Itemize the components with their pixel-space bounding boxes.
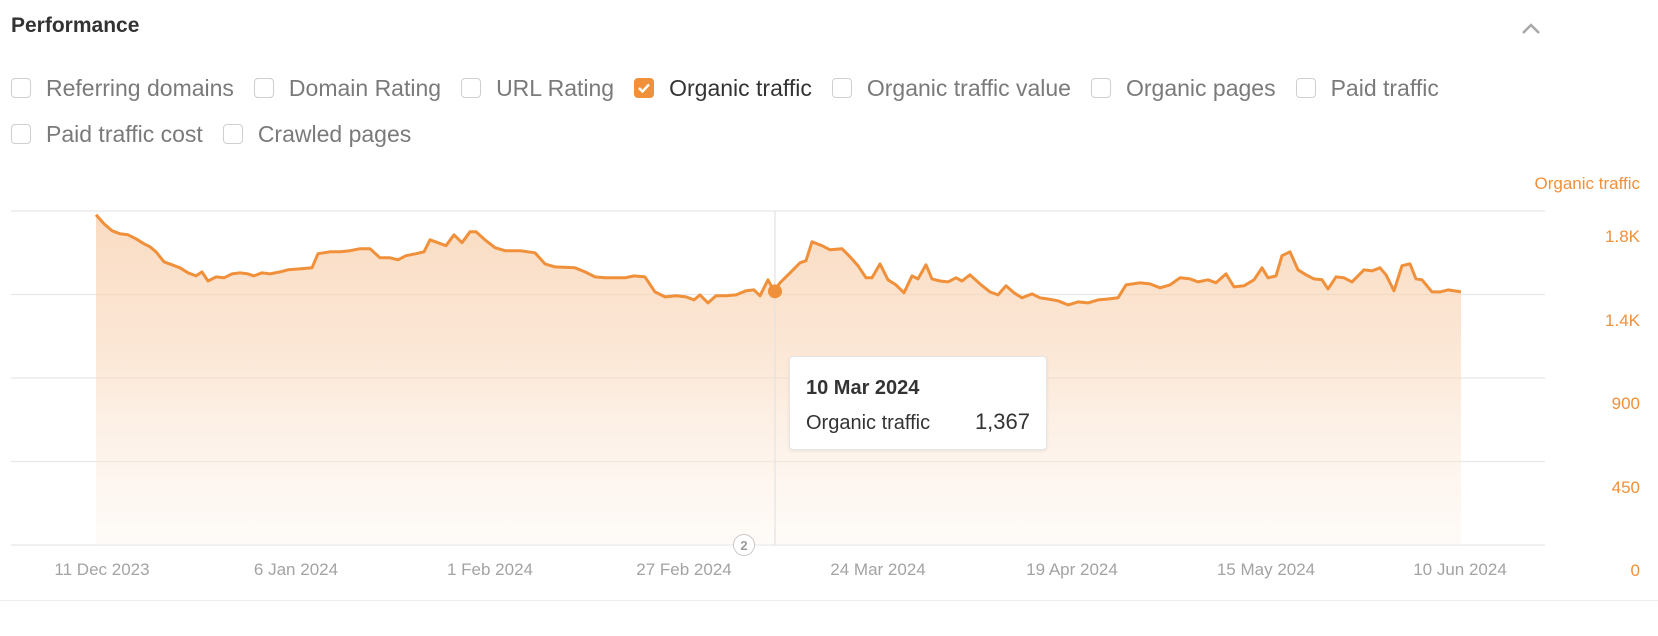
filter-checkbox-organic-traffic[interactable]: Organic traffic xyxy=(634,75,812,102)
x-axis-tick-label: 11 Dec 2023 xyxy=(54,560,150,579)
metric-filters: Referring domains Domain Rating URL Rating… xyxy=(11,70,1571,162)
x-axis-tick-label: 10 Jun 2024 xyxy=(1413,560,1507,579)
filter-checkbox-url-rating[interactable]: URL Rating xyxy=(461,75,614,102)
checkbox-icon[interactable] xyxy=(461,78,482,98)
filter-label: Referring domains xyxy=(46,74,234,101)
tooltip-date: 10 Mar 2024 xyxy=(806,377,920,399)
filter-label: Paid traffic xyxy=(1330,74,1439,101)
filter-label: Organic pages xyxy=(1125,74,1276,101)
checkbox-checked-icon[interactable] xyxy=(634,78,655,98)
chart-tooltip: 10 Mar 2024 Organic traffic 1,367 xyxy=(789,356,1047,450)
checkbox-icon[interactable] xyxy=(1295,78,1316,98)
organic-traffic-line xyxy=(94,213,1462,307)
y-axis-tick-label: 1.4K xyxy=(1605,310,1640,330)
section-header: Performance xyxy=(11,12,1658,42)
filter-checkbox-referring-domains[interactable]: Referring domains xyxy=(11,75,234,102)
section-divider xyxy=(0,600,1658,601)
x-axis-tick-label: 1 Feb 2024 xyxy=(446,560,534,579)
chevron-up-icon xyxy=(1522,23,1540,34)
checkbox-icon[interactable] xyxy=(831,78,852,98)
filter-label: Organic traffic value xyxy=(866,74,1071,101)
filter-label: Organic traffic xyxy=(669,74,812,101)
y-axis-tick-label: 450 xyxy=(1611,477,1640,497)
tooltip-value: 1,367 xyxy=(974,409,1030,434)
x-axis-tick-label: 27 Feb 2024 xyxy=(636,560,732,579)
filter-checkbox-paid-traffic-cost[interactable]: Paid traffic cost xyxy=(11,121,203,148)
filter-checkbox-domain-rating[interactable]: Domain Rating xyxy=(253,74,442,102)
x-axis-tick-label: 6 Jan 2024 xyxy=(253,560,339,579)
y-axis-tick-label: 900 xyxy=(1611,394,1640,413)
checkbox-icon[interactable] xyxy=(253,78,274,98)
section-title: Performance xyxy=(11,14,140,37)
y-axis-series-label: Organic traffic xyxy=(1534,174,1640,193)
filter-checkbox-organic-pages[interactable]: Organic pages xyxy=(1090,74,1276,102)
area-fill xyxy=(96,214,1461,545)
filter-label: URL Rating xyxy=(496,74,615,101)
filter-label: Paid traffic cost xyxy=(46,120,203,147)
checkbox-icon[interactable] xyxy=(222,124,243,144)
hover-point xyxy=(768,284,782,299)
checkbox-icon[interactable] xyxy=(11,78,31,98)
checkbox-icon[interactable] xyxy=(11,124,31,144)
checkbox-icon[interactable] xyxy=(1090,78,1111,98)
filter-row: Referring domains Domain Rating URL Rating… xyxy=(11,70,1571,106)
y-axis-tick-label: 0 xyxy=(1630,561,1640,580)
x-axis-tick-label: 19 Apr 2024 xyxy=(1026,560,1118,579)
x-axis-tick-label: 24 Mar 2024 xyxy=(830,560,926,579)
annotation-marker[interactable]: 2 xyxy=(733,534,755,556)
filter-checkbox-organic-traffic-value[interactable]: Organic traffic value xyxy=(831,74,1071,102)
collapse-button[interactable] xyxy=(1516,14,1546,40)
x-axis-tick-label: 15 May 2024 xyxy=(1216,560,1316,579)
y-axis-tick-label: 1.8K xyxy=(1605,227,1640,246)
filter-checkbox-paid-traffic[interactable]: Paid traffic xyxy=(1295,74,1439,102)
filter-label: Crawled pages xyxy=(257,120,412,147)
filter-row: Paid traffic cost Crawled pages xyxy=(11,116,1571,152)
filter-checkbox-crawled-pages[interactable]: Crawled pages xyxy=(222,120,412,148)
checkmark-icon xyxy=(638,83,650,94)
filter-label: Domain Rating xyxy=(288,74,442,101)
tooltip-series-name: Organic traffic xyxy=(806,412,931,434)
